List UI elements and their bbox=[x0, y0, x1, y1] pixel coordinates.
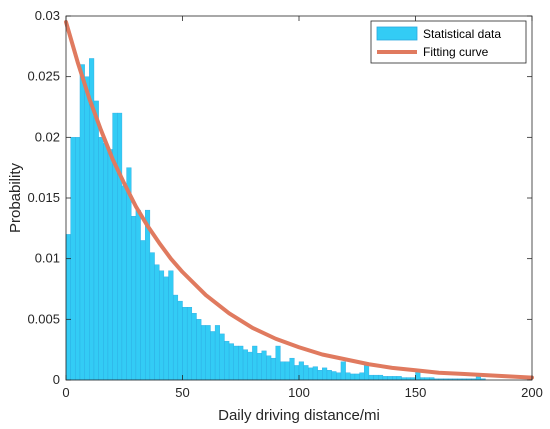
histogram-bar bbox=[252, 345, 258, 381]
histogram-bar bbox=[298, 361, 304, 381]
histogram-bar bbox=[228, 343, 234, 381]
histogram-bar bbox=[140, 240, 146, 381]
histogram-bar bbox=[186, 307, 193, 381]
histogram-bar bbox=[238, 345, 244, 381]
histogram-bar bbox=[326, 370, 332, 381]
fitting-curve-line bbox=[64, 20, 534, 380]
histogram-bar bbox=[149, 252, 155, 381]
x-tick-label: 150 bbox=[405, 385, 427, 400]
histogram-bar bbox=[75, 137, 81, 381]
histogram-bar bbox=[163, 276, 169, 381]
x-tick-label: 0 bbox=[62, 385, 69, 400]
histogram-bar bbox=[317, 370, 323, 381]
histogram-bar bbox=[210, 331, 216, 381]
histogram-bar bbox=[214, 325, 220, 381]
y-tick-label: 0.015 bbox=[27, 190, 60, 205]
histogram-bar bbox=[322, 367, 328, 381]
histogram-bar bbox=[242, 349, 248, 381]
histogram-bar bbox=[289, 357, 295, 381]
histogram-bar bbox=[368, 374, 374, 381]
y-tick-label: 0.01 bbox=[35, 251, 60, 266]
histogram-bar bbox=[294, 365, 300, 381]
histogram-bar bbox=[131, 215, 137, 381]
histogram-bar bbox=[121, 185, 127, 381]
histogram-bar bbox=[336, 372, 342, 381]
histogram-bar bbox=[205, 325, 211, 381]
histogram-bar bbox=[196, 319, 202, 381]
y-tick-label: 0.02 bbox=[35, 129, 60, 144]
histogram-bar bbox=[345, 372, 351, 381]
histogram-bar bbox=[84, 76, 90, 381]
histogram-bar bbox=[364, 365, 370, 381]
histogram-bar bbox=[331, 371, 337, 381]
histogram-bar bbox=[112, 112, 118, 381]
y-tick-label: 0.005 bbox=[27, 311, 60, 326]
histogram-bar bbox=[103, 143, 109, 381]
histogram-bar bbox=[284, 361, 290, 381]
histogram-bar bbox=[354, 373, 360, 381]
histogram-bar bbox=[382, 376, 388, 381]
y-tick-label: 0.025 bbox=[27, 69, 60, 84]
histogram-bar bbox=[117, 112, 123, 381]
histogram-bar bbox=[145, 209, 151, 381]
histogram-bar bbox=[308, 367, 314, 381]
histogram-bar bbox=[191, 313, 197, 381]
histogram-bar bbox=[168, 270, 174, 381]
histogram-bar bbox=[182, 307, 188, 381]
histogram-bar bbox=[373, 374, 379, 381]
x-tick-label: 200 bbox=[521, 385, 543, 400]
histogram-bar bbox=[93, 100, 99, 381]
histogram-bar bbox=[266, 355, 272, 381]
legend-label-statistical-data: Statistical data bbox=[423, 27, 501, 41]
y-axis-ticks: 0 0.005 0.01 0.015 0.02 0.025 0.03 bbox=[27, 8, 532, 387]
y-axis-label: Probability bbox=[7, 162, 24, 233]
histogram-bar bbox=[340, 361, 346, 381]
x-axis-ticks: 0 50 100 150 200 bbox=[62, 16, 543, 400]
histogram-bar bbox=[275, 345, 281, 381]
histogram-bar bbox=[98, 137, 104, 381]
y-tick-label: 0 bbox=[53, 372, 60, 387]
x-axis-label: Daily driving distance/mi bbox=[218, 407, 380, 424]
histogram-bar bbox=[359, 372, 365, 381]
legend-label-fitting-curve: Fitting curve bbox=[423, 45, 489, 59]
y-tick-label: 0.03 bbox=[35, 8, 60, 23]
histogram-bar bbox=[224, 340, 230, 381]
histogram-bar bbox=[219, 333, 225, 381]
histogram-bar bbox=[135, 209, 141, 381]
x-tick-label: 100 bbox=[288, 385, 310, 400]
histogram-bar bbox=[177, 300, 183, 381]
histogram-bar bbox=[154, 264, 160, 381]
histogram-bar bbox=[280, 361, 286, 381]
histogram-bar bbox=[233, 345, 239, 381]
histogram-bar bbox=[172, 294, 179, 381]
histogram-bar bbox=[70, 137, 76, 381]
histogram-bar bbox=[256, 353, 262, 381]
histogram-bar bbox=[107, 149, 113, 381]
x-tick-label: 50 bbox=[175, 385, 189, 400]
histogram-bar bbox=[387, 376, 393, 381]
histogram-bar bbox=[392, 376, 398, 381]
histogram-bar bbox=[65, 234, 71, 381]
legend: Statistical data Fitting curve bbox=[370, 20, 527, 64]
histogram-bar bbox=[396, 376, 402, 381]
histogram-bar bbox=[247, 351, 253, 381]
histogram-bar bbox=[158, 270, 165, 381]
histogram-bar bbox=[350, 373, 356, 381]
histogram-bar bbox=[200, 325, 206, 381]
histogram-bar bbox=[261, 350, 267, 381]
histogram-bar bbox=[79, 64, 85, 381]
histogram-bar bbox=[378, 374, 384, 381]
legend-swatch-statistical-data bbox=[376, 26, 418, 41]
histogram-bar bbox=[312, 366, 318, 381]
histogram-bar bbox=[303, 365, 309, 381]
histogram-bar bbox=[270, 357, 276, 381]
